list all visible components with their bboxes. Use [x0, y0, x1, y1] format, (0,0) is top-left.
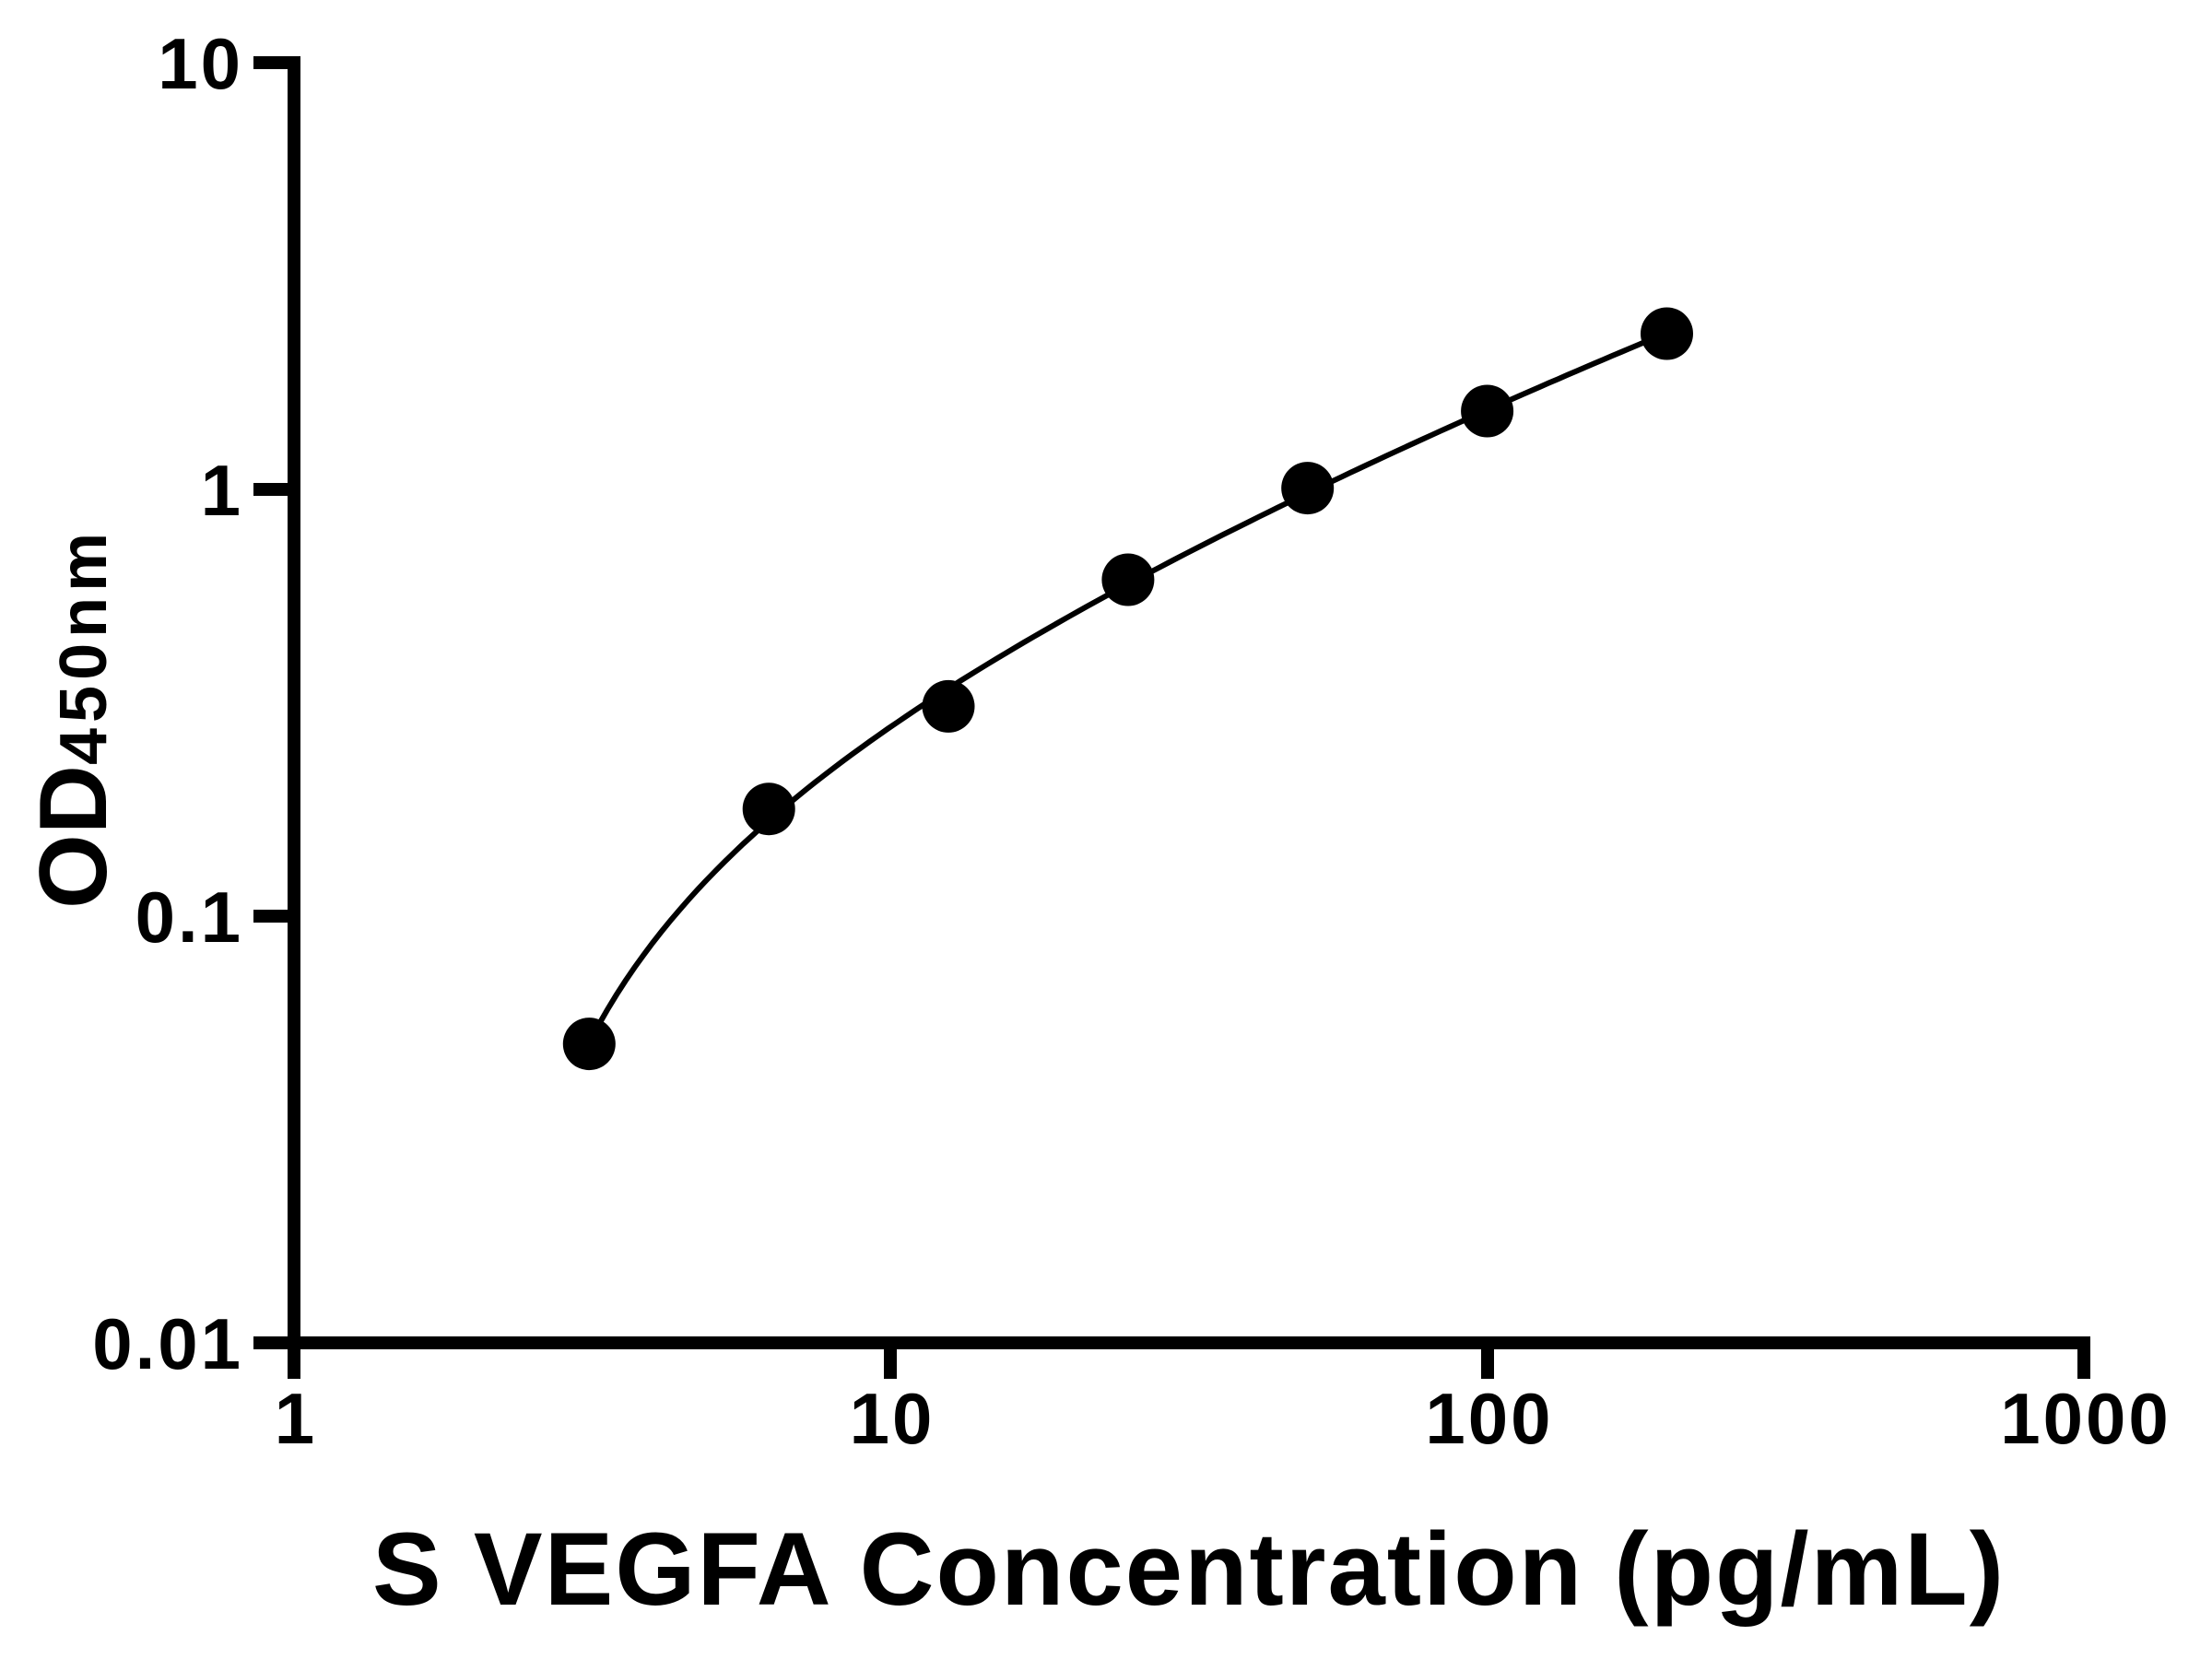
svg-text:100: 100 — [1425, 1378, 1553, 1459]
svg-text:OD450nm: OD450nm — [20, 527, 127, 909]
svg-text:S VEGFA Concentration (pg/mL): S VEGFA Concentration (pg/mL) — [372, 1512, 2004, 1627]
svg-text:1: 1 — [275, 1378, 317, 1459]
svg-text:1: 1 — [201, 450, 243, 531]
svg-text:1000: 1000 — [2000, 1378, 2171, 1459]
svg-text:10: 10 — [850, 1378, 935, 1459]
svg-text:0.01: 0.01 — [92, 1303, 243, 1384]
svg-text:10: 10 — [158, 23, 243, 104]
svg-text:0.1: 0.1 — [135, 877, 243, 958]
